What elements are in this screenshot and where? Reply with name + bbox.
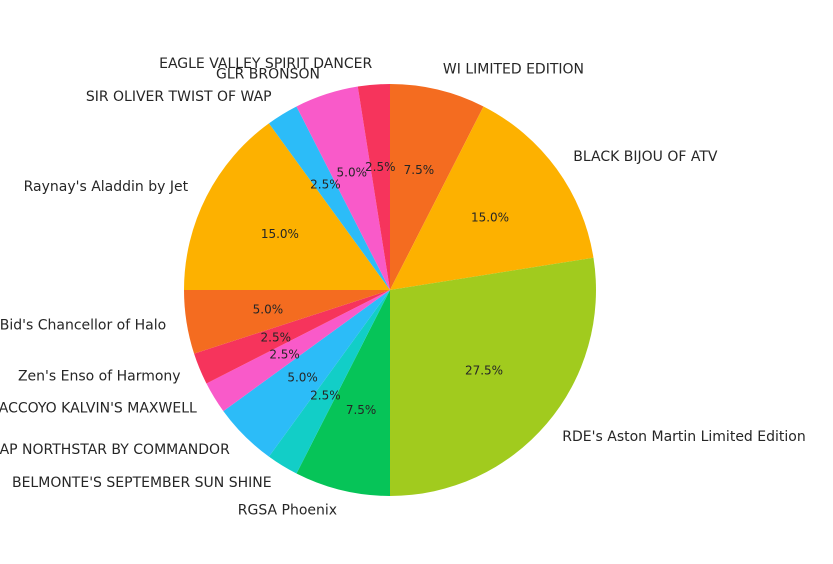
percent-label-glr-bronson: 5.0%: [337, 165, 368, 179]
slice-name-labels: WI LIMITED EDITION BLACK BIJOU OF ATV RDE'…: [0, 56, 806, 518]
pie-slice-black-bijou-of-atv: [390, 106, 594, 290]
pie-slice-sir-oliver-twist-of-wap: [268, 106, 390, 290]
percent-label-rgsa-phoenix: 7.5%: [346, 403, 377, 417]
pie-slice-eagle-valley-spirit-dancer: [357, 84, 390, 290]
pie-slice-raf-accoyo-kalvin-s-maxwell: [206, 290, 390, 412]
pie-slice-bid-s-chancellor-of-halo: [184, 290, 390, 354]
percent-labels: 7.5%15.0%27.5%7.5%2.5%5.0%2.5%2.5%5.0%15…: [253, 160, 509, 417]
percent-label-zen-s-enso-of-harmony: 2.5%: [261, 330, 292, 344]
percent-label-raf-accoyo-kalvin-s-maxwell: 2.5%: [269, 348, 300, 362]
slice-label-zen-s-enso-of-harmony: Zen's Enso of Harmony: [18, 369, 181, 385]
slice-label-raf-accoyo-kalvin-s-maxwell: RAF ACCOYO KALVIN'S MAXWELL: [0, 400, 197, 416]
slice-label-rde-s-aston-martin-limited-edition: RDE's Aston Martin Limited Edition: [562, 429, 805, 445]
slice-label-black-bijou-of-atv: BLACK BIJOU OF ATV: [573, 149, 718, 165]
slice-label-eagle-valley-spirit-dancer: EAGLE VALLEY SPIRIT DANCER: [159, 56, 372, 72]
pie-slices: [184, 84, 596, 496]
pie-slice-wi-limited-edition: [390, 84, 484, 290]
percent-label-wap-northstar-by-commandor: 5.0%: [287, 370, 318, 384]
slice-label-glr-bronson: GLR BRONSON: [216, 67, 320, 83]
percent-label-bid-s-chancellor-of-halo: 5.0%: [253, 302, 284, 316]
percent-label-belmonte-s-september-sun-shine: 2.5%: [310, 388, 341, 402]
pie-slice-rde-s-aston-martin-limited-edition: [390, 257, 596, 496]
percent-label-wi-limited-edition: 7.5%: [404, 163, 435, 177]
slice-label-wi-limited-edition: WI LIMITED EDITION: [443, 62, 584, 78]
pie-slice-belmonte-s-september-sun-shine: [268, 290, 390, 474]
percent-label-raynay-s-aladdin-by-jet: 15.0%: [261, 227, 299, 241]
pie-slice-raynay-s-aladdin-by-jet: [184, 123, 390, 290]
percent-label-black-bijou-of-atv: 15.0%: [471, 210, 509, 224]
percent-label-sir-oliver-twist-of-wap: 2.5%: [310, 178, 341, 192]
slice-label-sir-oliver-twist-of-wap: SIR OLIVER TWIST OF WAP: [86, 89, 272, 105]
slice-label-belmonte-s-september-sun-shine: BELMONTE'S SEPTEMBER SUN SHINE: [12, 475, 272, 491]
pie-slice-wap-northstar-by-commandor: [223, 290, 390, 457]
slice-label-raynay-s-aladdin-by-jet: Raynay's Aladdin by Jet: [24, 179, 189, 195]
pie-slice-zen-s-enso-of-harmony: [194, 290, 390, 384]
slice-label-bid-s-chancellor-of-halo: Bid's Chancellor of Halo: [0, 317, 166, 333]
slice-label-wap-northstar-by-commandor: WAP NORTHSTAR BY COMMANDOR: [0, 442, 230, 458]
pie-slice-rgsa-phoenix: [296, 290, 390, 496]
slice-label-rgsa-phoenix: RGSA Phoenix: [238, 502, 337, 518]
percent-label-rde-s-aston-martin-limited-edition: 27.5%: [465, 363, 503, 377]
percent-label-eagle-valley-spirit-dancer: 2.5%: [365, 160, 396, 174]
pie-slice-glr-bronson: [296, 86, 390, 290]
